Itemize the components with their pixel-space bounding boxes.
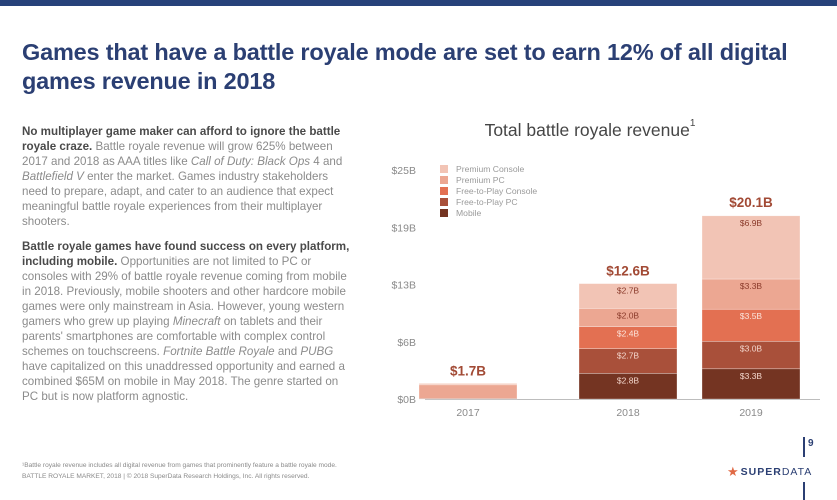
paragraph-2: Battle royale games have found success o…: [22, 240, 350, 403]
bar-segment: [701, 278, 801, 310]
footer-notes: ¹Battle royale revenue includes all digi…: [22, 460, 337, 482]
legend-swatch: [440, 175, 448, 184]
segment-value-label: $2.0B: [617, 310, 640, 320]
x-tick-label: 2018: [616, 407, 640, 419]
segment-value-label: $2.4B: [617, 329, 640, 339]
paragraph-1: No multiplayer game maker can afford to …: [22, 125, 343, 228]
page-divider-bottom: [803, 482, 805, 500]
segment-value-label: $6.9B: [740, 218, 763, 228]
legend-swatch: [440, 164, 448, 173]
y-tick-label: $13B: [391, 280, 416, 292]
y-tick-label: $0B: [397, 394, 416, 406]
y-tick-label: $6B: [397, 337, 416, 349]
paragraph-lead: Battle royale games have found success o…: [22, 240, 350, 268]
legend-item: Premium Console: [440, 163, 537, 174]
stacked-bar-chart: $0B $6B $13B $19B $25B $1.7B 2017 $2.8B $2.7B $2.…: [391, 165, 820, 419]
bar-segment: [701, 340, 801, 370]
segment-value-label: $3.0B: [740, 343, 763, 353]
legend-item: Premium PC: [440, 174, 537, 185]
italic-title: PUBG: [300, 345, 334, 358]
paragraph-lead: No multiplayer game maker can afford to …: [22, 125, 341, 153]
legend-label: Premium PC: [456, 174, 505, 185]
segment-value-label: $2.7B: [617, 351, 640, 361]
bar-segment: [418, 383, 518, 386]
y-tick-label: $19B: [391, 222, 416, 234]
bar-total-label: $1.7B: [450, 363, 486, 378]
bar-segment: [701, 215, 801, 280]
italic-title: Call of Duty: Black Ops: [190, 155, 311, 168]
segment-value-label: $3.3B: [740, 371, 763, 381]
logo-text-light: DATA: [781, 466, 813, 478]
legend-label: Mobile: [456, 207, 482, 218]
segment-value-label: $3.5B: [740, 311, 763, 321]
chart-legend: Premium Console Premium PC Free-to-Play Co…: [440, 163, 537, 218]
logo-text-bold: SUPER: [740, 466, 782, 478]
bar-segment: [578, 348, 678, 374]
chart-title-text: Total battle royale revenue: [484, 120, 690, 140]
legend-label: Free-to-Play PC: [456, 196, 518, 207]
legend-swatch: [440, 197, 448, 206]
segment-value-label: $3.3B: [740, 281, 763, 291]
x-tick-label: 2017: [456, 407, 480, 419]
star-icon: ★: [727, 464, 739, 479]
bar-total-label: $20.1B: [729, 195, 773, 210]
legend-item: Free-to-Play PC: [440, 196, 537, 207]
legend-swatch: [440, 186, 448, 195]
legend-swatch: [440, 208, 448, 217]
italic-title: Battlefield V: [22, 170, 84, 183]
x-tick-label: 2019: [739, 407, 763, 419]
legend-item: Free-to-Play Console: [440, 185, 537, 196]
bar-total-label: $12.6B: [606, 264, 650, 279]
bar-segment: [578, 283, 678, 309]
legend-label: Free-to-Play Console: [456, 185, 538, 196]
footnote-text: ¹Battle royale revenue includes all digi…: [22, 462, 337, 469]
legend-label: Premium Console: [456, 163, 525, 174]
bar-segment: [418, 384, 518, 399]
segment-value-label: $2.7B: [617, 286, 640, 296]
page-divider-top: [803, 437, 805, 457]
copyright-text: BATTLE ROYALE MARKET, 2018 | © 2018 Supe…: [22, 473, 310, 480]
superdata-logo: ★ SUPER DATA: [727, 464, 812, 480]
italic-title: Minecraft: [172, 315, 221, 328]
page-title: Games that have a battle royale mode are…: [22, 39, 788, 94]
top-accent-bar: [0, 0, 837, 6]
y-tick-label: $25B: [391, 165, 416, 177]
italic-title: Fortnite Battle Royale: [163, 345, 275, 358]
chart-title-superscript: 1: [689, 118, 696, 129]
legend-item: Mobile: [440, 207, 537, 218]
page-number: 9: [808, 438, 814, 449]
segment-value-label: $2.8B: [617, 375, 640, 385]
chart-title: Total battle royale revenue1: [440, 118, 740, 141]
